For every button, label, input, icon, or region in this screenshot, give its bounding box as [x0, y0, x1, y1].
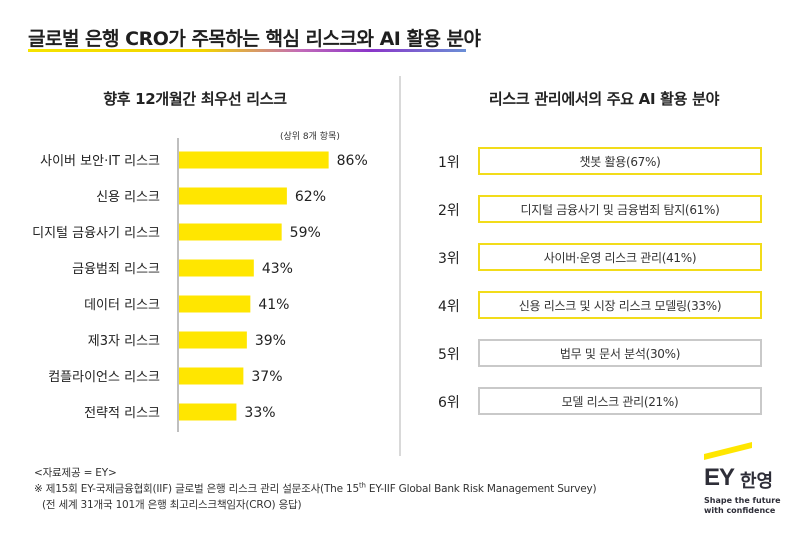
rank-number: 5위 [438, 347, 460, 363]
bar [179, 331, 247, 349]
category-label: 제3자 리스크 [88, 334, 160, 349]
logo-korean: 한영 [740, 471, 774, 492]
rank-row: 1위 챗봇 활용(67%) [430, 147, 770, 175]
logo-tagline: Shape the future with confidence [704, 496, 781, 516]
rank-row: 3위 사이버·운영 리스크 관리(41%) [430, 243, 770, 271]
ey-logo: EY 한영 Shape the future with confidence [692, 442, 792, 526]
survey-superscript: th [358, 481, 366, 490]
category-label: 사이버 보안·IT 리스크 [40, 154, 160, 169]
rank-row: 2위 디지털 금융사기 및 금융범죄 탐지(61%) [430, 195, 770, 223]
bar [179, 403, 237, 421]
chart-note: (상위 8개 항목) [280, 132, 340, 142]
right-panel-title: 리스크 관리에서의 주요 AI 활용 분야 [488, 90, 720, 108]
rank-number: 4위 [438, 299, 460, 315]
rank-number: 6위 [438, 395, 460, 411]
rank-number: 3위 [438, 251, 460, 267]
footer-respondents: (전 세계 31개국 101개 은행 최고리스크책임자(CRO) 응답) [42, 499, 302, 511]
logo-tagline-line1: Shape the future [704, 496, 781, 505]
rank-label-box: 모델 리스크 관리(21%) [478, 387, 762, 415]
value-label: 37% [251, 369, 282, 385]
logo-brand: EY [704, 464, 735, 491]
logo-accent-bar [704, 442, 752, 460]
value-label: 41% [258, 297, 289, 313]
value-label: 86% [337, 153, 368, 169]
bar [179, 295, 251, 313]
survey-prefix: ※ 제15회 EY-국제금융협회(IIF) 글로벌 은행 리스크 관리 설문조사… [34, 483, 359, 495]
bar [179, 223, 282, 241]
value-label: 39% [255, 333, 286, 349]
bar [179, 259, 254, 277]
value-label: 33% [244, 405, 275, 421]
risk-bar-chart: 사이버 보안·IT 리스크 86% 신용 리스크 62% 디지털 금융사기 리스크 59%… [32, 138, 368, 432]
rank-label-box: 신용 리스크 및 시장 리스크 모델링(33%) [478, 291, 762, 319]
value-label: 43% [262, 261, 293, 277]
category-label: 디지털 금융사기 리스크 [32, 226, 160, 241]
footer-survey: ※ 제15회 EY-국제금융협회(IIF) 글로벌 은행 리스크 관리 설문조사… [34, 481, 597, 496]
rank-row: 4위 신용 리스크 및 시장 리스크 모델링(33%) [430, 291, 770, 319]
value-label: 59% [290, 225, 321, 241]
category-label: 신용 리스크 [96, 190, 160, 205]
category-label: 컴플라이언스 리스크 [48, 370, 160, 385]
logo-tagline-line2: with confidence [704, 506, 776, 515]
footer-source: <자료제공 = EY> [34, 467, 117, 479]
bar [179, 367, 244, 385]
category-label: 데이터 리스크 [84, 298, 160, 313]
rank-label-box: 디지털 금융사기 및 금융범죄 탐지(61%) [478, 195, 762, 223]
survey-suffix: EY-IIF Global Bank Risk Management Surve… [365, 483, 597, 495]
rank-label-box: 챗봇 활용(67%) [478, 147, 762, 175]
title-gradient-underline [28, 49, 466, 52]
rank-number: 2위 [438, 203, 460, 219]
page-title: 글로벌 은행 CRO가 주목하는 핵심 리스크와 AI 활용 분야 [28, 28, 481, 50]
bar [179, 187, 287, 205]
category-label: 전략적 리스크 [84, 406, 160, 421]
rank-number: 1위 [438, 155, 460, 171]
category-label: 금융범죄 리스크 [72, 262, 160, 277]
value-label: 62% [295, 189, 326, 205]
rank-label-box: 법무 및 문서 분석(30%) [478, 339, 762, 367]
rank-row: 6위 모델 리스크 관리(21%) [430, 387, 770, 415]
panel-divider [399, 76, 401, 456]
rank-label-box: 사이버·운영 리스크 관리(41%) [478, 243, 762, 271]
rank-row: 5위 법무 및 문서 분석(30%) [430, 339, 770, 367]
left-panel-title: 향후 12개월간 최우선 리스크 [103, 90, 287, 108]
bar [179, 151, 329, 169]
